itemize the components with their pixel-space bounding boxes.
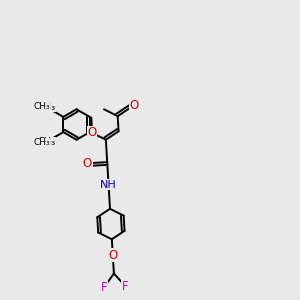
Text: O: O [88, 126, 97, 140]
Text: O: O [108, 249, 117, 262]
Text: CH₃: CH₃ [33, 138, 50, 147]
Text: O: O [83, 157, 92, 170]
Text: O: O [130, 99, 139, 112]
Text: F: F [122, 280, 128, 292]
Text: CH₃: CH₃ [33, 102, 50, 111]
Text: NH: NH [100, 179, 117, 190]
Text: F: F [101, 281, 107, 294]
Text: CH₃: CH₃ [37, 102, 55, 112]
Text: CH₃: CH₃ [37, 137, 55, 147]
